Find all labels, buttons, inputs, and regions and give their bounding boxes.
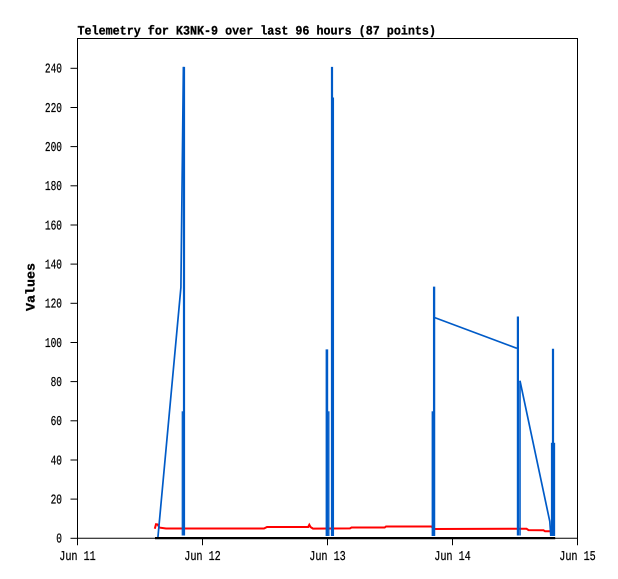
svg-text:140: 140 <box>45 258 62 273</box>
svg-text:120: 120 <box>45 298 62 313</box>
svg-text:200: 200 <box>45 141 62 156</box>
svg-text:0: 0 <box>56 533 62 548</box>
svg-text:Jun 11: Jun 11 <box>59 550 96 565</box>
svg-text:Values: Values <box>24 263 39 311</box>
svg-text:20: 20 <box>51 493 62 508</box>
svg-text:60: 60 <box>51 415 62 430</box>
svg-text:160: 160 <box>45 219 62 234</box>
svg-text:240: 240 <box>45 63 62 78</box>
svg-text:220: 220 <box>45 102 62 117</box>
svg-text:Jun 14: Jun 14 <box>434 550 471 565</box>
svg-text:Jun 12: Jun 12 <box>184 550 221 565</box>
svg-text:40: 40 <box>51 454 62 469</box>
svg-text:Jun 13: Jun 13 <box>309 550 346 565</box>
svg-text:Jun 15: Jun 15 <box>559 550 596 565</box>
svg-text:80: 80 <box>51 376 62 391</box>
svg-text:Telemetry for K3NK-9 over last: Telemetry for K3NK-9 over last 96 hours … <box>78 23 437 38</box>
svg-text:180: 180 <box>45 180 62 195</box>
svg-text:100: 100 <box>45 337 62 352</box>
